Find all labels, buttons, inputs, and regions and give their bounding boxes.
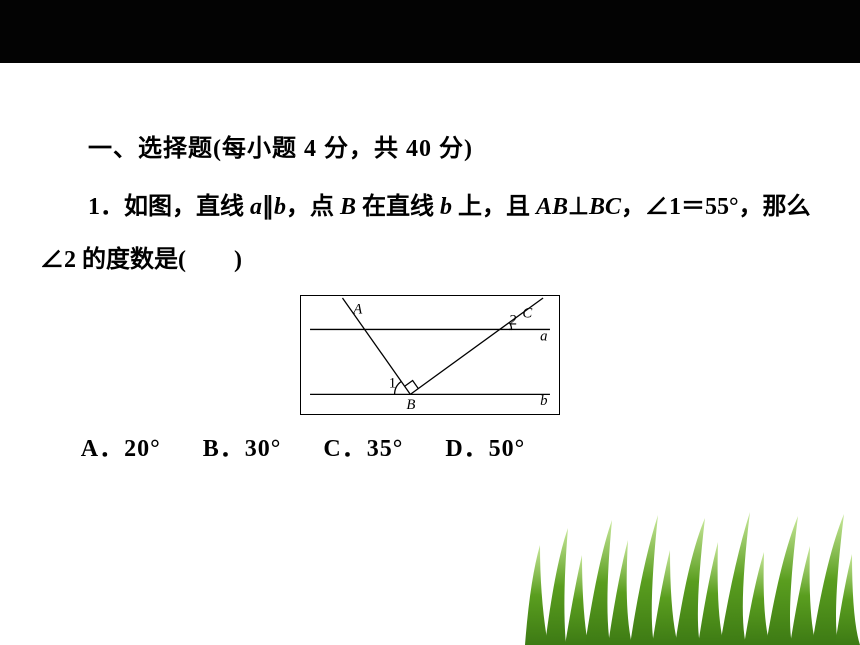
problem-text-3: 在直线 (356, 194, 440, 220)
content-area: 一、选择题(每小题 4 分，共 40 分) 1．如图，直线 a∥b，点 B 在直… (0, 63, 860, 463)
svg-text:b: b (540, 393, 547, 409)
section-paren-close: ) (464, 136, 473, 162)
problem-text-5: ，∠1＝ (621, 194, 705, 220)
perp-symbol: ⊥ (568, 194, 589, 220)
paren-close: ) (234, 247, 242, 273)
section-points: 每小题 4 分，共 40 分 (222, 136, 464, 162)
option-C-value: 35° (367, 436, 404, 463)
geometry-diagram: A B C 1 2 a b (300, 295, 560, 415)
section-paren-open: ( (213, 136, 222, 162)
svg-text:1: 1 (389, 375, 396, 391)
section-title: 一、选择题(每小题 4 分，共 40 分) (40, 128, 820, 163)
section-title-prefix: 一、选择题 (88, 136, 213, 162)
grass-decoration (520, 510, 860, 645)
option-B-value: 30° (245, 436, 282, 463)
options-row: A．20° B．30° C．35° D．50° (40, 428, 820, 463)
angle1-value: 55° (705, 194, 739, 220)
problem-text-4: 上，且 (452, 194, 536, 220)
svg-text:A: A (352, 301, 363, 317)
parallel-symbol: ∥ (262, 194, 274, 220)
line-b-2: b (440, 194, 452, 220)
svg-text:a: a (540, 328, 547, 344)
diagram-container: A B C 1 2 a b (40, 295, 820, 420)
problem-text-2: ，点 (286, 194, 340, 220)
problem-text: 1．如图，直线 a∥b，点 B 在直线 b 上，且 AB⊥BC，∠1＝55°，那… (40, 181, 820, 287)
svg-text:2: 2 (510, 312, 517, 328)
option-A-label: A． (81, 428, 124, 463)
line-a: a (250, 194, 262, 220)
option-B-label: B． (203, 428, 245, 463)
option-A-value: 20° (124, 436, 161, 463)
option-D-label: D． (445, 428, 488, 463)
problem-number: 1． (88, 194, 124, 220)
point-B: B (340, 194, 356, 220)
option-D-value: 50° (489, 436, 526, 463)
segment-BC: BC (589, 194, 621, 220)
option-C-label: C． (323, 428, 366, 463)
answer-blank (186, 247, 234, 273)
svg-text:C: C (522, 305, 532, 321)
paren-open: ( (178, 247, 186, 273)
problem-text-1: 如图，直线 (124, 194, 250, 220)
svg-text:B: B (406, 397, 415, 413)
segment-AB: AB (536, 194, 568, 220)
line-b: b (274, 194, 286, 220)
top-bar (0, 0, 860, 63)
